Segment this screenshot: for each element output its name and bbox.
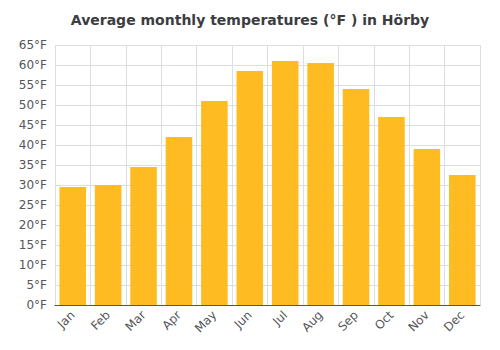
svg-text:65°F: 65°F (19, 38, 47, 52)
svg-text:Feb: Feb (88, 308, 113, 333)
svg-text:5°F: 5°F (26, 278, 47, 292)
svg-text:May: May (192, 308, 219, 335)
svg-text:Apr: Apr (159, 308, 184, 333)
svg-text:Dec: Dec (441, 308, 467, 334)
svg-text:35°F: 35°F (19, 158, 47, 172)
svg-text:60°F: 60°F (19, 58, 47, 72)
svg-text:15°F: 15°F (19, 238, 47, 252)
svg-text:45°F: 45°F (19, 118, 47, 132)
svg-text:25°F: 25°F (19, 198, 47, 212)
svg-text:0°F: 0°F (26, 298, 47, 312)
svg-text:Jan: Jan (54, 308, 78, 332)
svg-text:Nov: Nov (405, 308, 431, 334)
svg-text:Average monthly temperatures (: Average monthly temperatures (°F ) in Hö… (71, 12, 429, 28)
svg-text:10°F: 10°F (19, 258, 47, 272)
svg-text:50°F: 50°F (19, 98, 47, 112)
svg-text:Aug: Aug (299, 308, 325, 334)
svg-text:40°F: 40°F (19, 138, 47, 152)
svg-text:55°F: 55°F (19, 78, 47, 92)
svg-text:Sep: Sep (335, 308, 361, 334)
svg-text:Jul: Jul (269, 308, 290, 329)
svg-text:20°F: 20°F (19, 218, 47, 232)
svg-text:Oct: Oct (372, 308, 397, 333)
svg-text:30°F: 30°F (19, 178, 47, 192)
svg-text:Mar: Mar (123, 308, 149, 334)
svg-text:Jun: Jun (231, 308, 255, 332)
